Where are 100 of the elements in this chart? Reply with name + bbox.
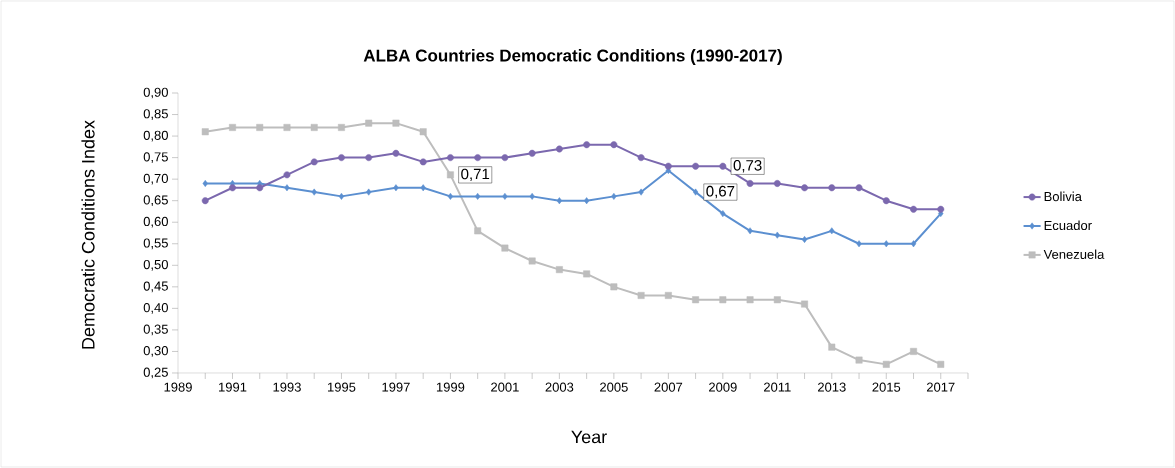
- point: [338, 124, 345, 131]
- point: [392, 149, 400, 157]
- point: [229, 124, 236, 131]
- point: [910, 240, 917, 248]
- point: [747, 227, 753, 235]
- x-tick-label: 2013: [818, 382, 846, 392]
- x-tick-label: 2011: [764, 382, 791, 392]
- point: [746, 296, 754, 304]
- point: [556, 197, 563, 205]
- y-tick-label: 0,50: [143, 259, 168, 271]
- y-tick-label: 0,90: [143, 87, 168, 99]
- point: [692, 162, 700, 170]
- x-tick-label: 1991: [219, 382, 247, 392]
- point: [882, 197, 890, 205]
- point: [855, 356, 863, 364]
- point: [583, 197, 590, 205]
- point: [910, 348, 917, 355]
- point: [284, 184, 290, 192]
- point: [883, 240, 889, 248]
- point: [419, 128, 427, 136]
- y-axis-title: Democratic Conditions Index: [81, 120, 95, 349]
- point: [583, 141, 591, 149]
- y-tick-label: 0,45: [143, 281, 168, 293]
- y-tick-label: 0,55: [143, 238, 168, 250]
- point: [555, 145, 563, 153]
- point: [474, 227, 482, 235]
- annotation: 0,73: [733, 160, 762, 173]
- point: [801, 236, 808, 243]
- point: [501, 244, 509, 252]
- x-tick-label: 2017: [926, 382, 955, 392]
- point: [256, 184, 264, 192]
- y-tick-label: 0,80: [143, 130, 168, 142]
- point: [528, 149, 536, 157]
- y-tick-label: 0,35: [143, 324, 168, 336]
- point: [746, 180, 754, 187]
- point: [610, 141, 618, 149]
- y-tick-label: 0,25: [143, 367, 168, 379]
- x-tick-label: 2009: [709, 382, 737, 392]
- x-tick-label: 1999: [436, 382, 465, 392]
- point: [420, 184, 426, 192]
- point: [664, 292, 672, 299]
- point: [773, 180, 781, 187]
- point: [474, 154, 482, 162]
- point: [338, 154, 345, 162]
- y-tick-label: 0,30: [143, 346, 168, 357]
- x-tick-label: 2005: [600, 382, 628, 392]
- y-tick-label: 0,60: [143, 216, 168, 228]
- point: [447, 192, 454, 200]
- point: [202, 180, 208, 187]
- chart-title: ALBA Countries Democratic Conditions (1990-2017): [363, 49, 782, 65]
- point: [393, 184, 399, 192]
- point: [719, 296, 727, 304]
- legend-label: Bolivia: [1044, 191, 1082, 202]
- point: [583, 270, 591, 278]
- legend-label: Ecuador: [1044, 220, 1092, 231]
- point: [365, 119, 373, 127]
- y-tick-label: 0,85: [143, 109, 168, 120]
- y-tick-label: 0,75: [143, 152, 168, 163]
- point: [882, 360, 890, 368]
- x-tick-label: 1997: [382, 382, 410, 392]
- x-tick-label: 2001: [491, 382, 519, 392]
- point: [310, 158, 318, 166]
- point: [365, 154, 373, 162]
- x-tick-label: 1995: [327, 382, 356, 392]
- x-axis-title: Year: [571, 430, 607, 444]
- point: [664, 162, 672, 170]
- point: [338, 192, 345, 200]
- point: [555, 266, 563, 274]
- point: [910, 205, 917, 213]
- point: [692, 296, 700, 304]
- annotation: 0,71: [461, 168, 490, 182]
- point: [610, 283, 618, 291]
- y-tick-label: 0,65: [143, 195, 168, 207]
- point: [310, 124, 318, 131]
- point: [637, 292, 645, 299]
- point: [201, 197, 209, 205]
- point: [283, 171, 291, 179]
- x-tick-label: 1993: [273, 382, 301, 392]
- point: [419, 158, 427, 166]
- annotation: 0,67: [706, 185, 735, 199]
- point: [475, 192, 481, 200]
- point: [283, 124, 291, 131]
- point: [719, 162, 727, 170]
- x-tick-label: 1989: [164, 382, 192, 392]
- point: [638, 188, 644, 196]
- point: [502, 192, 508, 200]
- point: [801, 300, 809, 308]
- y-tick-label: 0,70: [143, 173, 168, 185]
- point: [446, 154, 454, 162]
- point: [366, 188, 372, 196]
- point: [528, 257, 536, 265]
- point: [256, 124, 264, 131]
- point: [829, 227, 835, 235]
- point: [773, 296, 781, 304]
- point: [501, 154, 509, 162]
- point: [937, 205, 945, 213]
- point: [692, 188, 699, 196]
- x-tick-label: 2015: [872, 382, 901, 392]
- point: [774, 231, 780, 239]
- point: [937, 360, 945, 368]
